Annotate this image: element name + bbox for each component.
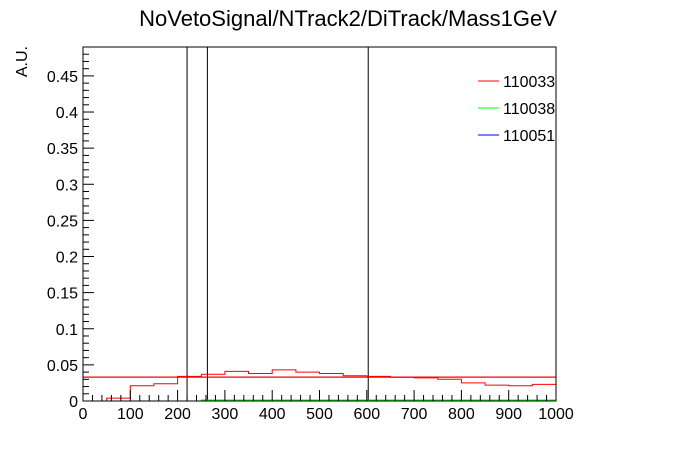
y-tick-label: 0.4 xyxy=(56,105,78,122)
y-axis-title: A.U. xyxy=(14,46,31,77)
y-tick-label: 0 xyxy=(69,394,78,411)
y-tick-label: 0.15 xyxy=(47,286,78,303)
x-tick-label: 500 xyxy=(306,406,333,423)
x-tick-label: 200 xyxy=(164,406,191,423)
legend-label-110038: 110038 xyxy=(503,101,555,118)
y-tick-label: 0.35 xyxy=(47,141,78,158)
axes: 0 100 200 300 400 500 600 700 800 900 1000 0 0.05 0.1… xyxy=(47,46,574,423)
x-tick-label: 1000 xyxy=(538,406,574,423)
legend-label-110033: 110033 xyxy=(503,74,555,91)
x-tick-label: 0 xyxy=(79,406,88,423)
y-tick-label: 0.05 xyxy=(47,358,78,375)
y-tick-label: 0.25 xyxy=(47,213,78,230)
x-tick-label: 800 xyxy=(448,406,475,423)
y-tick-label: 0.45 xyxy=(47,69,78,86)
series-110033-histogram xyxy=(83,369,556,402)
x-tick-label: 300 xyxy=(212,406,239,423)
chart-title: NoVetoSignal/NTrack2/DiTrack/Mass1GeV xyxy=(139,6,557,31)
y-tick-label: 0.1 xyxy=(56,322,78,339)
y-tick-label: 0.3 xyxy=(56,177,78,194)
x-tick-label: 400 xyxy=(259,406,286,423)
x-tick-label: 100 xyxy=(117,406,144,423)
x-tick-label: 700 xyxy=(401,406,428,423)
legend-label-110051: 110051 xyxy=(503,128,555,145)
x-tick-label: 900 xyxy=(495,406,522,423)
legend: 110033 110038 110051 xyxy=(478,74,555,145)
plot-area xyxy=(83,47,556,402)
x-tick-label: 600 xyxy=(353,406,380,423)
plot-frame xyxy=(82,46,557,402)
y-tick-label: 0.2 xyxy=(56,250,78,267)
